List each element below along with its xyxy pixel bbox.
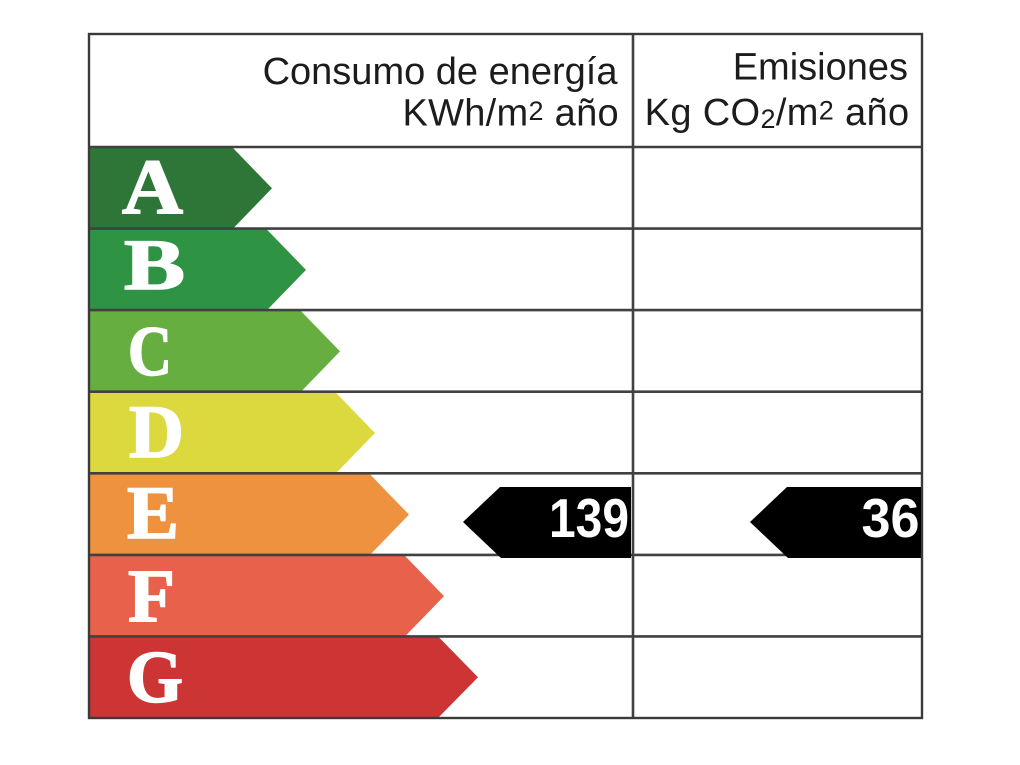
svg-text:A: A	[122, 143, 183, 230]
svg-text:Emisiones: Emisiones	[733, 47, 908, 89]
svg-text:B: B	[124, 225, 185, 305]
svg-text:F: F	[128, 555, 175, 638]
svg-text:139: 139	[549, 487, 629, 549]
svg-text:D: D	[129, 391, 184, 474]
svg-text:Kg CO2/m2 año: Kg CO2/m2 año	[645, 92, 910, 134]
svg-text:G: G	[127, 637, 183, 719]
svg-text:36: 36	[862, 487, 920, 549]
svg-text:C: C	[128, 313, 172, 391]
svg-text:E: E	[127, 472, 179, 555]
svg-text:KWh/m2 año: KWh/m2 año	[402, 93, 619, 135]
svg-text:Consumo de energía: Consumo de energía	[263, 51, 619, 93]
